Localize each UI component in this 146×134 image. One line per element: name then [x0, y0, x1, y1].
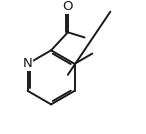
Text: N: N: [23, 57, 33, 70]
Text: O: O: [63, 0, 73, 13]
